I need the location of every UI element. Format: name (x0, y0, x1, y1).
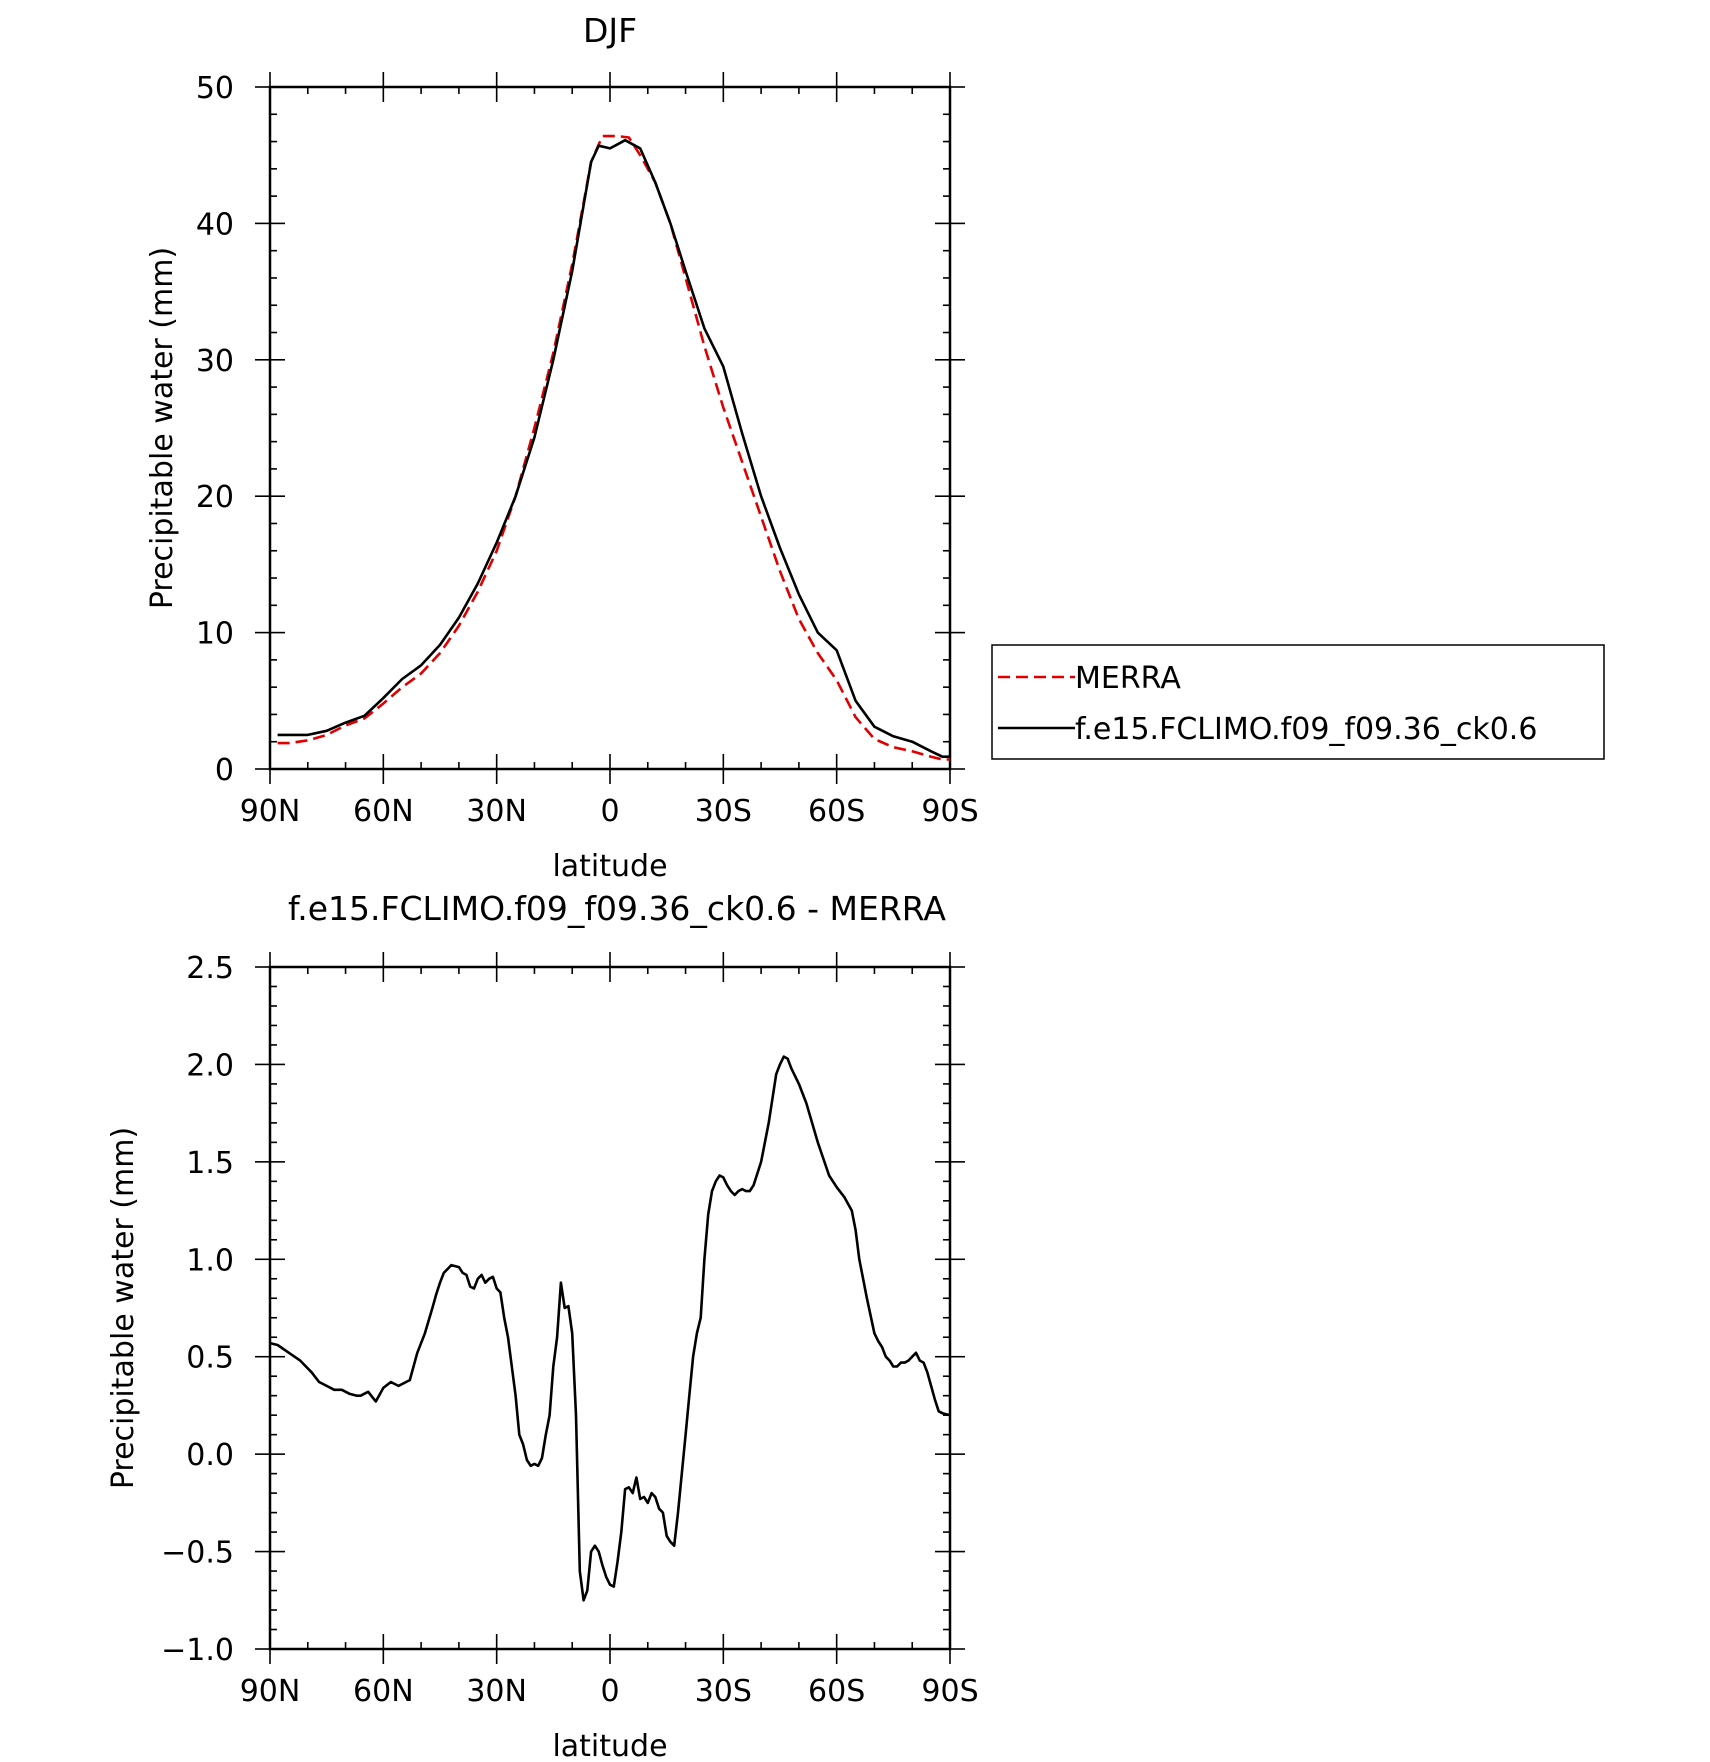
x-ticks: 90N 60N 30N 0 30S 60S 90S (240, 72, 979, 829)
y-tick-label: 1.5 (186, 1146, 234, 1181)
y-tick-label: −1.0 (161, 1633, 234, 1668)
y-tick-label: 2.0 (186, 1048, 234, 1083)
y-tick-label: 20 (196, 480, 234, 515)
x-tick-label: 90S (921, 1674, 978, 1709)
y-tick-label: −0.5 (161, 1536, 234, 1571)
y-tick-label: 10 (196, 617, 234, 652)
y-tick-label: 0.5 (186, 1341, 234, 1376)
plot-frame (268, 965, 952, 1651)
legend: MERRA f.e15.FCLIMO.f09_f09.36_ck0.6 (991, 644, 1605, 760)
series-line-f-e15-fclimo-f09-f09-36-ck0-6 (277, 138, 950, 758)
y-tick-label: 50 (196, 71, 234, 106)
y-tick-label: 40 (196, 207, 234, 242)
x-tick-label: 90N (240, 1674, 301, 1709)
y-tick-label: 2.5 (186, 951, 234, 986)
y-axis-label: Precipitable water (mm) (145, 247, 180, 609)
x-tick-label: 30N (466, 794, 527, 829)
chart-title: DJF (583, 11, 637, 50)
y-tick-label: 30 (196, 344, 234, 379)
chart-djf: DJF 0 10 20 30 40 50 90N 60N 30N 0 30S 60S 90S lati… (145, 11, 1605, 884)
x-tick-label: 90S (921, 794, 978, 829)
y-tick-label: 0 (215, 753, 234, 788)
x-tick-label: 30N (466, 1674, 527, 1709)
x-ticks: 90N 60N 30N 0 30S 60S 90S (240, 952, 979, 1709)
y-tick-label: 0.0 (186, 1438, 234, 1473)
x-tick-label: 60S (808, 794, 865, 829)
series-group (277, 134, 950, 761)
series-line-0 (269, 1055, 951, 1602)
legend-label-model: f.e15.FCLIMO.f09_f09.36_ck0.6 (1075, 712, 1537, 747)
x-axis-label: latitude (552, 1729, 667, 1762)
x-tick-label: 0 (600, 794, 619, 829)
series-line-merra (277, 134, 950, 761)
series-group (269, 1055, 951, 1602)
x-tick-label: 30S (695, 794, 752, 829)
chart-difference: f.e15.FCLIMO.f09_f09.36_ck0.6 - MERRA −1… (106, 889, 979, 1762)
x-axis-label: latitude (552, 849, 667, 884)
x-tick-label: 60N (353, 1674, 414, 1709)
x-tick-label: 0 (600, 1674, 619, 1709)
y-tick-label: 1.0 (186, 1243, 234, 1278)
chart-title: f.e15.FCLIMO.f09_f09.36_ck0.6 - MERRA (288, 889, 946, 928)
y-ticks: 0 10 20 30 40 50 (196, 71, 965, 788)
x-tick-label: 60S (808, 1674, 865, 1709)
x-tick-label: 60N (353, 794, 414, 829)
legend-box (991, 644, 1605, 760)
plot-frame (268, 85, 952, 771)
x-tick-label: 90N (240, 794, 301, 829)
x-tick-label: 30S (695, 1674, 752, 1709)
y-ticks: −1.0 −0.5 0.0 0.5 1.0 1.5 2.0 2.5 (161, 951, 965, 1668)
legend-label-merra: MERRA (1075, 661, 1181, 696)
y-axis-label: Precipitable water (mm) (106, 1127, 141, 1489)
